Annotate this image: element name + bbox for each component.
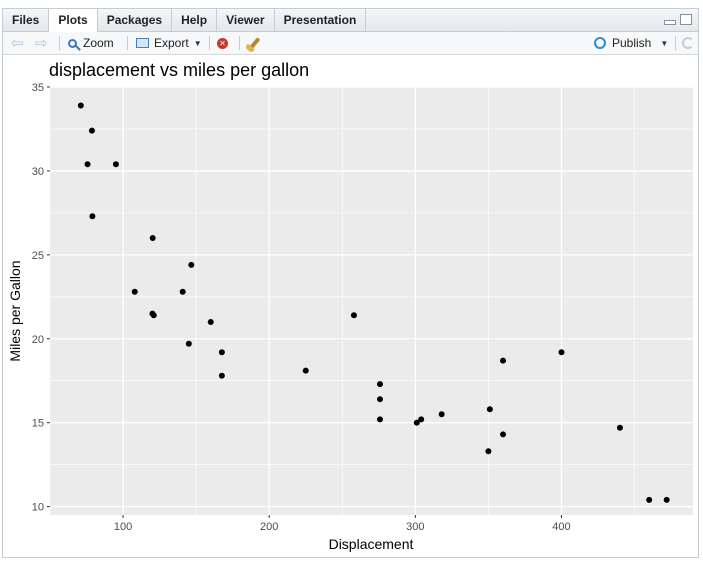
publish-icon: [594, 37, 606, 49]
broom-icon: [249, 37, 261, 49]
refresh-icon: [682, 37, 694, 49]
scatter-point: [413, 419, 420, 426]
clear-plots-button[interactable]: [249, 32, 261, 54]
scatter-point: [88, 127, 95, 134]
scatter-point: [179, 288, 186, 295]
chevron-down-icon: ▼: [193, 38, 202, 48]
maximize-pane-icon[interactable]: [680, 14, 692, 25]
scatter-point: [131, 288, 138, 295]
plot-panel: [50, 87, 693, 515]
tab-files[interactable]: Files: [3, 9, 50, 31]
export-label: Export: [154, 36, 189, 50]
scatter-point: [77, 102, 84, 109]
y-tick-label: 20: [32, 334, 44, 346]
y-tick-label: 35: [32, 82, 44, 94]
scatter-point: [302, 367, 309, 374]
scatter-point: [663, 496, 670, 503]
y-tick-label: 25: [32, 250, 44, 262]
scatter-point: [112, 161, 119, 168]
forward-button[interactable]: ⇨: [35, 32, 48, 54]
y-axis: 10 15 20 25 30 35: [32, 82, 50, 514]
publish-label: Publish: [612, 36, 652, 50]
pane-tab-bar: Files Plots Packages Help Viewer Presentation: [3, 9, 698, 32]
scatter-point: [438, 411, 445, 418]
toolbar-divider: [59, 36, 60, 50]
zoom-button[interactable]: Zoom: [68, 32, 114, 54]
scatter-point: [89, 213, 96, 220]
scatter-point: [500, 357, 507, 364]
scatter-point: [418, 416, 425, 423]
scatter-plot: displacement vs miles per gallon 100 200 3…: [7, 60, 693, 552]
tab-list: Files Plots Packages Help Viewer Presentation: [3, 9, 367, 32]
scatter-point: [486, 406, 493, 413]
scatter-point: [218, 349, 225, 356]
scatter-point: [558, 349, 565, 356]
chart-title: displacement vs miles per gallon: [49, 60, 309, 80]
tab-presentation[interactable]: Presentation: [275, 9, 367, 31]
scatter-point: [500, 431, 507, 438]
zoom-label: Zoom: [83, 36, 114, 50]
chevron-down-icon: ▼: [660, 38, 669, 48]
scatter-point: [207, 318, 214, 325]
export-icon: [136, 38, 149, 48]
scatter-point: [150, 312, 157, 319]
publish-menu-button[interactable]: Publish ▼: [594, 32, 668, 54]
y-tick-label: 15: [32, 418, 44, 430]
scatter-point: [218, 372, 225, 379]
scatter-point: [485, 448, 492, 455]
x-tick-label: 400: [552, 521, 570, 533]
x-tick-label: 300: [406, 521, 424, 533]
scatter-point: [376, 381, 383, 388]
scatter-point: [149, 235, 156, 242]
plot-grid: [49, 86, 693, 515]
toolbar-divider: [127, 36, 128, 50]
scatter-point: [376, 396, 383, 403]
magnifier-icon: [68, 38, 77, 48]
x-tick-label: 200: [260, 521, 278, 533]
scatter-point: [350, 312, 357, 319]
scatter-point: [84, 161, 91, 168]
export-menu-button[interactable]: Export ▼: [136, 32, 202, 54]
minimize-pane-icon[interactable]: [664, 20, 676, 25]
y-tick-label: 30: [32, 166, 44, 178]
refresh-plot-button[interactable]: [682, 32, 694, 54]
y-tick-label: 10: [32, 502, 44, 514]
plot-viewer: displacement vs miles per gallon 100 200 3…: [3, 55, 698, 557]
scatter-point: [185, 340, 192, 347]
data-points: [77, 102, 670, 503]
scatter-point: [376, 416, 383, 423]
toolbar-divider: [239, 36, 240, 50]
arrow-left-icon: ⇦: [11, 35, 24, 52]
arrow-right-icon: ⇨: [35, 35, 48, 52]
x-axis: 100 200 300 400: [114, 515, 571, 533]
back-button[interactable]: ⇦: [11, 32, 24, 54]
remove-plot-button[interactable]: ✕: [217, 32, 228, 54]
plots-pane: Files Plots Packages Help Viewer Presentation…: [2, 8, 699, 558]
y-axis-label: Miles per Gallon: [7, 260, 23, 361]
plots-toolbar: ⇦ ⇨ Zoom Export ▼ ✕ Publish ▼: [3, 32, 698, 55]
scatter-point: [646, 496, 653, 503]
tab-plots[interactable]: Plots: [49, 9, 98, 32]
tab-help[interactable]: Help: [172, 9, 218, 31]
x-tick-label: 100: [114, 521, 132, 533]
scatter-point: [188, 261, 195, 268]
toolbar-divider: [209, 36, 210, 50]
scatter-point: [616, 424, 623, 431]
pane-window-controls: [664, 14, 692, 25]
x-axis-label: Displacement: [329, 536, 414, 552]
remove-plot-icon: ✕: [217, 37, 228, 49]
tab-packages[interactable]: Packages: [98, 9, 173, 31]
tab-viewer[interactable]: Viewer: [217, 9, 275, 31]
toolbar-divider: [675, 36, 676, 50]
